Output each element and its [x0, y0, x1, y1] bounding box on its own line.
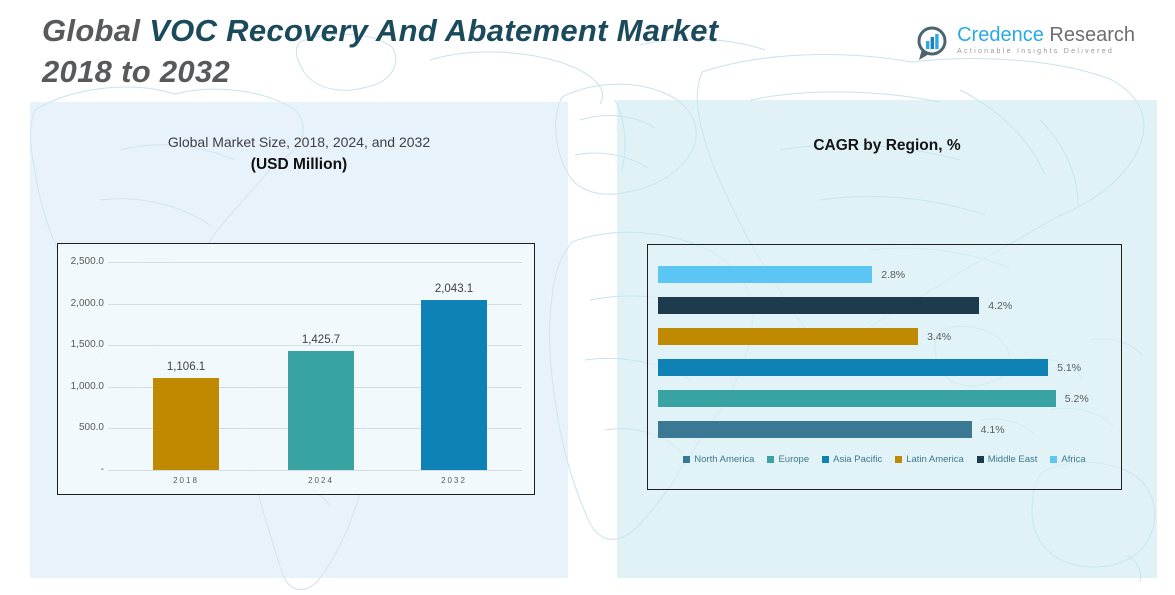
legend-item-north-america: North America	[683, 454, 754, 465]
gridline-2500	[108, 262, 522, 263]
credence-research-logo: Credence Research Actionable Insights De…	[914, 24, 1135, 63]
bar-2032	[421, 300, 487, 470]
bar-europe	[658, 390, 1056, 407]
legend-swatch-europe	[767, 456, 775, 463]
page-title-years: 2018 to 2032	[42, 54, 231, 89]
bar-value-label-europe: 5.2%	[1064, 393, 1089, 405]
logo-bar-chart-icon	[917, 26, 947, 60]
legend-label: Europe	[778, 454, 810, 465]
legend-label: Latin America	[906, 454, 964, 465]
bar-value-label-latin-america: 3.4%	[927, 331, 952, 343]
bar-latin-america	[658, 328, 919, 345]
market-size-chart-title: Global Market Size, 2018, 2024, and 2032	[167, 134, 431, 150]
page-title-market-phrase: VOC Recovery And Abatement Market	[149, 13, 719, 48]
bar-north-america	[658, 421, 972, 438]
market-size-chart-subtitle: (USD Million)	[250, 156, 348, 173]
bar-asia-pacific	[658, 359, 1049, 376]
legend-swatch-asia-pacific	[822, 456, 830, 463]
x-axis-tick-2032: 2032	[441, 476, 467, 485]
bar-value-label-africa: 2.8%	[881, 269, 906, 281]
bar-value-label-middle-east: 4.2%	[988, 300, 1013, 312]
legend-label: Middle East	[987, 454, 1038, 465]
cagr-legend: North America Europe Asia Pacific Latin Ame…	[648, 454, 1121, 465]
gridline-1500	[108, 345, 522, 347]
legend-item-middle-east: Middle East	[976, 454, 1038, 465]
logo-text: Credence Research Actionable Insights De…	[957, 24, 1135, 55]
y-axis-tick-label: 2,500.0	[70, 256, 104, 267]
legend-swatch-middle-east	[976, 456, 984, 463]
bar-value-label-2032: 2,043.1	[434, 283, 474, 295]
logo-brand-first: Credence	[957, 24, 1044, 46]
legend-swatch-latin-america	[895, 456, 903, 463]
x-axis-tick-2024: 2024	[308, 476, 334, 485]
legend-swatch-north-america	[683, 456, 691, 463]
legend-swatch-africa	[1050, 456, 1058, 463]
page-title: Global VOC Recovery And Abatement Market…	[42, 10, 718, 92]
cagr-chart-title: CAGR by Region, %	[813, 137, 961, 154]
page-title-word-global: Global	[42, 13, 141, 48]
bar-africa	[658, 266, 873, 283]
y-axis-tick-label: 1,500.0	[70, 339, 104, 351]
logo-tagline: Actionable Insights Delivered	[957, 48, 1115, 55]
bar-value-label-north-america: 4.1%	[980, 424, 1005, 436]
market-size-chart: 2,500.0 2,000.0 1,500.0 1,000.0 500.0 - 1,106.…	[57, 243, 535, 495]
bar-2024	[288, 351, 354, 470]
x-axis-tick-2018: 2018	[173, 476, 199, 485]
gridline-0	[108, 470, 522, 471]
legend-label: Africa	[1061, 454, 1086, 465]
y-axis-tick-label: -	[100, 464, 104, 475]
logo-brand-line: Credence Research	[957, 24, 1135, 46]
legend-label: Asia Pacific	[833, 454, 883, 465]
bar-value-label-2018: 1,106.1	[166, 360, 206, 373]
y-axis-tick-label: 500.0	[78, 422, 104, 434]
bar-2018	[153, 377, 219, 470]
legend-item-africa: Africa	[1050, 454, 1086, 465]
legend-item-asia-pacific: Asia Pacific	[822, 454, 882, 465]
cagr-chart: 2.8% 4.2% 3.4% 5.1% 5.2% 4.1% North America Eur…	[647, 244, 1122, 490]
bar-middle-east	[658, 297, 980, 314]
legend-item-europe: Europe	[767, 454, 809, 465]
logo-brand-second: Research	[1049, 24, 1135, 46]
legend-item-latin-america: Latin America	[895, 454, 964, 465]
gridline-2000	[108, 303, 522, 305]
legend-label: North America	[694, 454, 755, 465]
bar-value-label-asia-pacific: 5.1%	[1057, 362, 1082, 374]
bar-value-label-2024: 1,425.7	[301, 334, 341, 347]
y-axis-tick-label: 1,000.0	[70, 380, 104, 392]
y-axis-tick-label: 2,000.0	[70, 297, 104, 309]
